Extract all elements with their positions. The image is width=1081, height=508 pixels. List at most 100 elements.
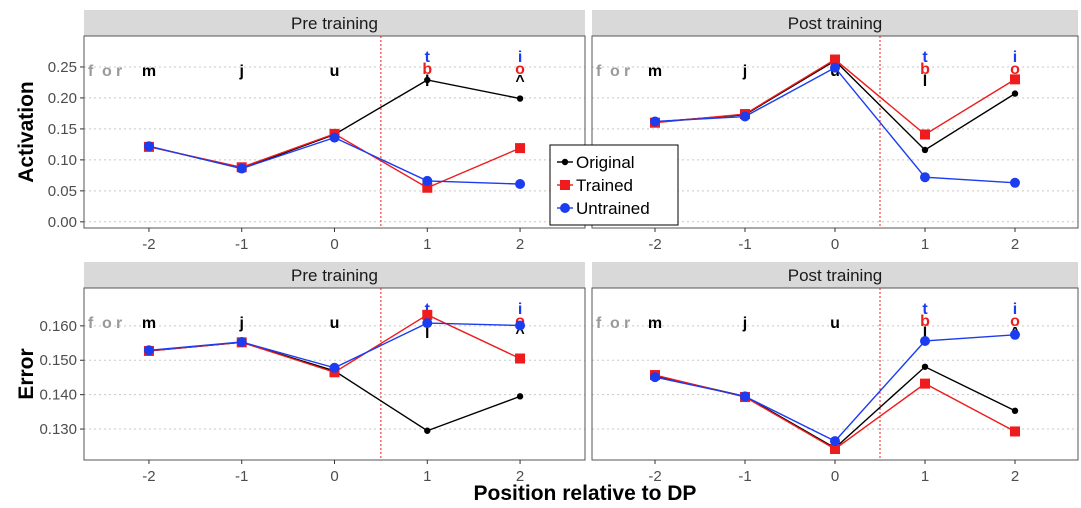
position-letter: j	[742, 315, 747, 332]
series-line-untrained	[148, 136, 521, 185]
facet-strip-title: Post training	[788, 14, 883, 33]
y-tick-label: 0.15	[48, 121, 77, 138]
facet-strip	[592, 10, 1078, 36]
y-tick-label: 0.05	[48, 183, 77, 200]
data-point-trained	[920, 129, 930, 140]
x-tick-label: -1	[235, 236, 248, 253]
x-tick-label: -2	[142, 468, 155, 485]
y-tick-label: 0.150	[39, 352, 77, 369]
y-axis-title: Activation	[15, 81, 38, 183]
data-point-untrained	[740, 391, 750, 402]
position-letter: ^	[515, 325, 524, 342]
facet-strip	[84, 262, 585, 288]
data-point-original	[424, 427, 431, 434]
facet-strip-title: Pre training	[291, 14, 378, 33]
position-letter: m	[648, 315, 662, 332]
context-letter: o	[102, 63, 112, 80]
context-letter: f	[88, 63, 94, 80]
legend-marker-original	[561, 158, 569, 166]
data-point-untrained	[515, 320, 526, 331]
data-point-trained	[830, 54, 840, 65]
position-letter: t	[425, 301, 431, 318]
data-point-untrained	[143, 345, 154, 356]
facet-strip-title: Post training	[788, 266, 883, 285]
legend-marker-trained	[560, 180, 570, 190]
position-letter: t	[425, 49, 431, 66]
position-letter: m	[142, 63, 156, 80]
y-tick-label: 0.140	[39, 387, 77, 404]
x-tick-label: 1	[921, 468, 929, 485]
context-letter: f	[88, 315, 94, 332]
legend: Original Trained Untrained	[549, 144, 679, 226]
context-letter: o	[102, 315, 112, 332]
data-point-original	[424, 76, 431, 84]
series-line-original	[148, 341, 521, 432]
context-letter: f	[596, 63, 602, 80]
position-letter: i	[1013, 301, 1017, 318]
legend-label: Original	[576, 153, 635, 172]
data-point-untrained	[329, 132, 340, 143]
data-point-original	[1011, 407, 1019, 415]
y-tick-label: 0.10	[48, 152, 77, 169]
series-line-untrained	[654, 66, 1016, 184]
x-tick-label: 0	[330, 468, 338, 485]
data-point-untrained	[1010, 329, 1020, 340]
legend-marker-untrained	[560, 203, 570, 213]
data-point-original	[1011, 90, 1019, 97]
data-point-original	[921, 146, 929, 154]
position-letter: ^	[515, 73, 524, 90]
data-point-untrained	[650, 372, 660, 383]
data-point-untrained	[236, 163, 247, 174]
context-letter: r	[624, 63, 630, 80]
data-point-original	[921, 363, 929, 370]
data-point-untrained	[920, 335, 930, 346]
data-point-untrained	[920, 172, 930, 183]
data-point-trained	[1010, 426, 1020, 437]
data-point-trained	[422, 182, 433, 193]
panel-error-pre: Pre trainingformjutblio^0.1300.1400.1500…	[39, 262, 586, 485]
position-letter: u	[330, 63, 340, 80]
x-tick-label: -1	[738, 468, 751, 485]
position-letter: l	[923, 325, 927, 342]
x-tick-label: 1	[423, 468, 431, 485]
x-tick-label: 1	[921, 236, 929, 253]
data-point-trained	[1010, 74, 1020, 85]
x-tick-label: 0	[330, 236, 338, 253]
legend-label: Trained	[576, 176, 633, 195]
position-letter: i	[1013, 49, 1017, 66]
position-letter: i	[518, 301, 522, 318]
series-line-original	[148, 79, 521, 170]
position-letter: u	[330, 315, 340, 332]
y-tick-label: 0.130	[39, 421, 77, 438]
data-point-trained	[515, 143, 526, 154]
data-point-original	[516, 393, 524, 400]
position-letter: b	[920, 61, 930, 78]
data-point-untrained	[650, 116, 660, 127]
data-point-trained	[920, 378, 930, 389]
position-letter: o	[1010, 313, 1020, 330]
x-tick-label: 2	[1011, 468, 1019, 485]
context-letter: o	[610, 315, 620, 332]
series-line-original	[654, 365, 1016, 449]
data-point-untrained	[422, 175, 433, 186]
x-tick-label: 2	[1011, 236, 1019, 253]
data-point-trained	[422, 309, 433, 320]
panel-activation-pre: Pre trainingformjutblio^0.000.050.100.15…	[48, 10, 586, 253]
position-letter: u	[830, 315, 840, 332]
facet-strip	[84, 10, 585, 36]
panel-border	[591, 287, 1079, 461]
data-point-untrained	[740, 111, 750, 122]
x-tick-label: 0	[831, 236, 839, 253]
x-tick-label: 2	[516, 236, 524, 253]
y-tick-label: 0.00	[48, 214, 77, 231]
data-point-untrained	[236, 337, 247, 348]
data-point-untrained	[329, 362, 340, 373]
position-letter: o	[1010, 61, 1020, 78]
x-axis-title: Position relative to DP	[474, 482, 697, 505]
x-tick-label: 1	[423, 236, 431, 253]
position-letter: m	[648, 63, 662, 80]
x-tick-label: -1	[235, 468, 248, 485]
data-point-original	[516, 95, 524, 102]
